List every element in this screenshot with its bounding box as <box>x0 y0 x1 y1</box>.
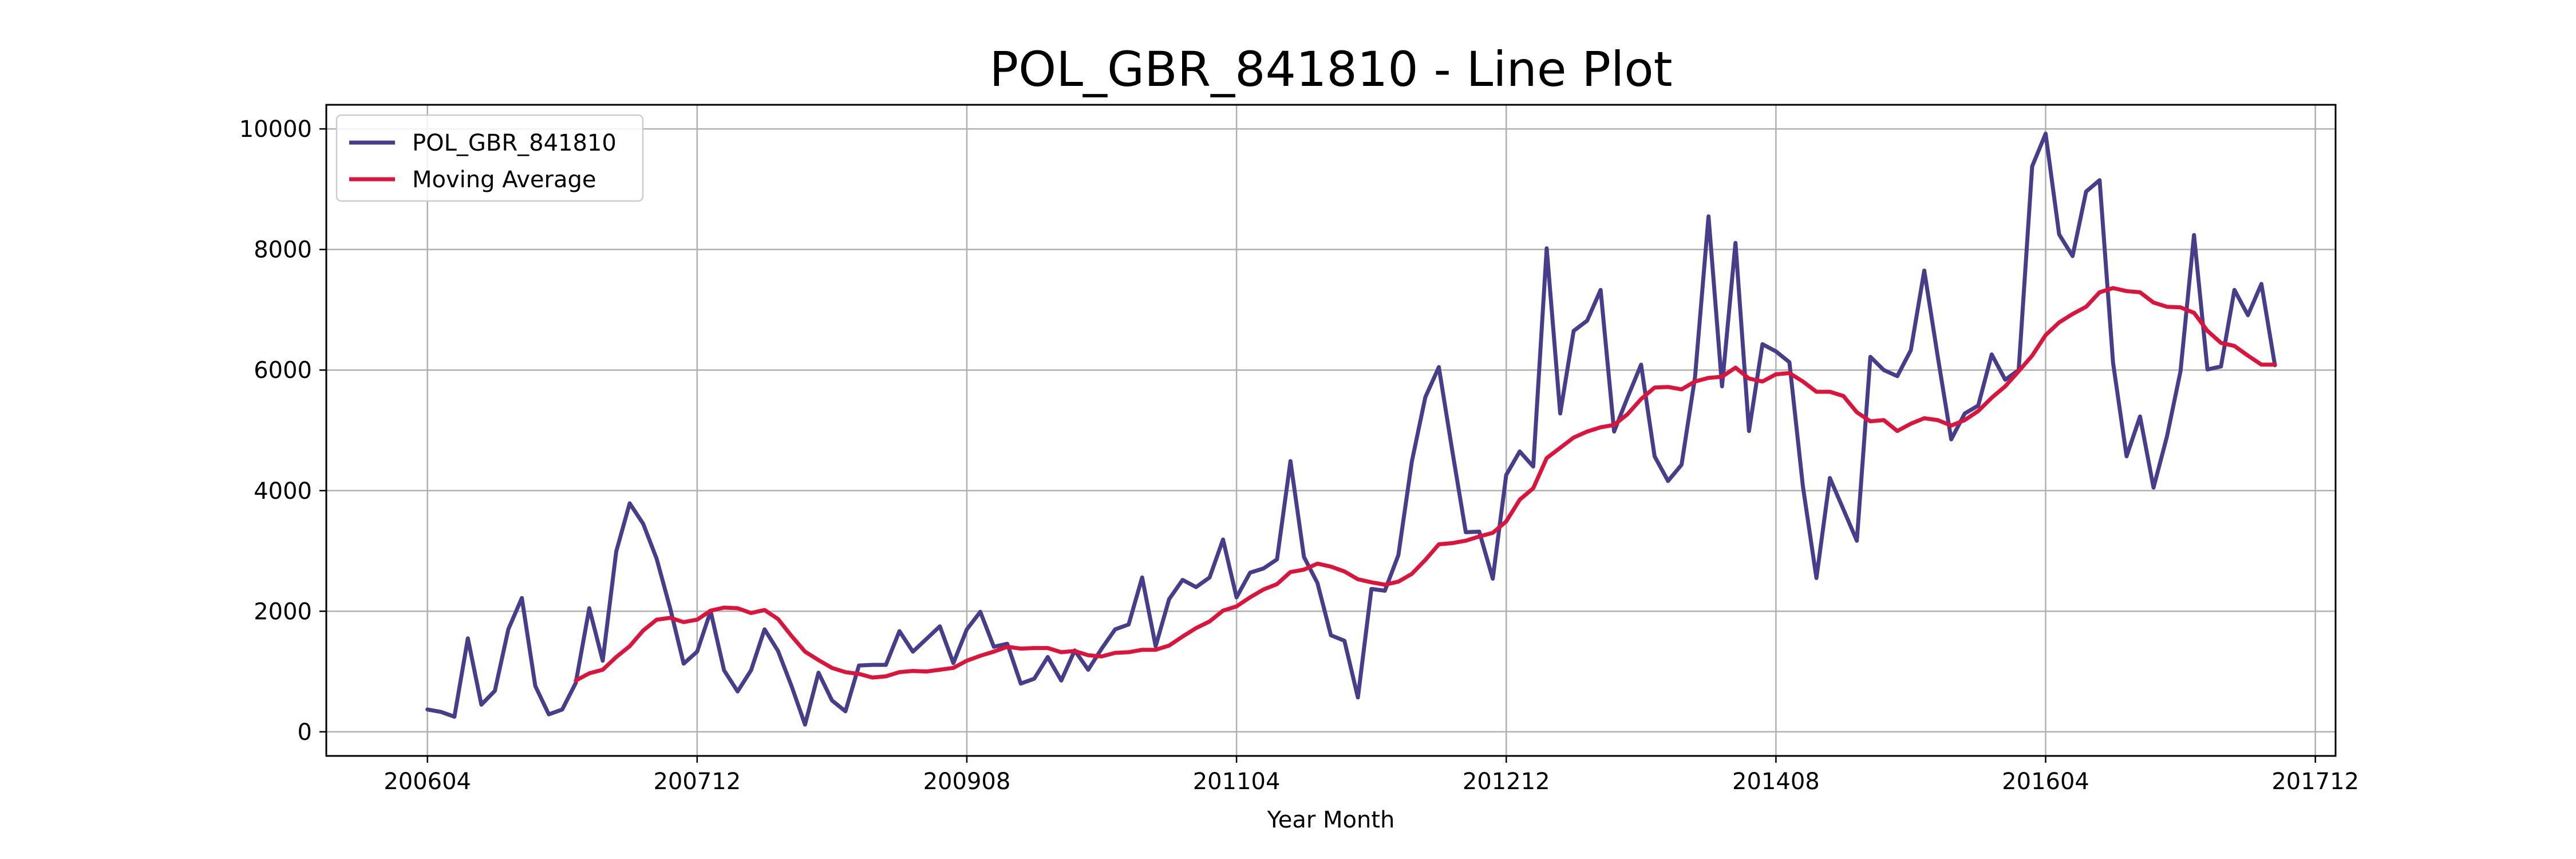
y-tick-label: 8000 <box>254 237 312 263</box>
plot-frame <box>325 104 2337 757</box>
y-tick-label: 10000 <box>239 116 312 143</box>
legend: POL_GBR_841810 Moving Average <box>335 114 644 202</box>
x-tick-label: 201712 <box>2271 769 2359 795</box>
x-tick-label: 201408 <box>1732 769 1820 795</box>
x-tick-label: 200712 <box>653 769 741 795</box>
legend-label: POL_GBR_841810 <box>412 130 617 156</box>
x-tick-label: 200908 <box>923 769 1011 795</box>
series-layer <box>425 132 2277 727</box>
legend-box <box>335 114 644 202</box>
x-axis-label: Year Month <box>1267 807 1395 833</box>
series-line-pol-gbr-841810 <box>425 132 2277 727</box>
y-tick-label: 4000 <box>254 478 312 505</box>
x-tick-label: 201104 <box>1193 769 1281 795</box>
y-tick-label: 0 <box>298 719 312 746</box>
legend-label: Moving Average <box>412 167 596 193</box>
y-tick-label: 2000 <box>254 598 312 625</box>
series-line-moving-average <box>574 286 2277 683</box>
grid <box>326 105 2336 756</box>
chart-title: POL_GBR_841810 - Line Plot <box>989 41 1672 97</box>
x-tick-label: 200604 <box>384 769 471 795</box>
plot-area <box>326 105 2336 756</box>
y-tick-label: 6000 <box>254 357 312 384</box>
x-tick-label: 201212 <box>1463 769 1550 795</box>
x-tick-label: 201604 <box>2002 769 2089 795</box>
axes: 200604 200712 200908 201104 201212 201408 2016… <box>239 116 2359 795</box>
